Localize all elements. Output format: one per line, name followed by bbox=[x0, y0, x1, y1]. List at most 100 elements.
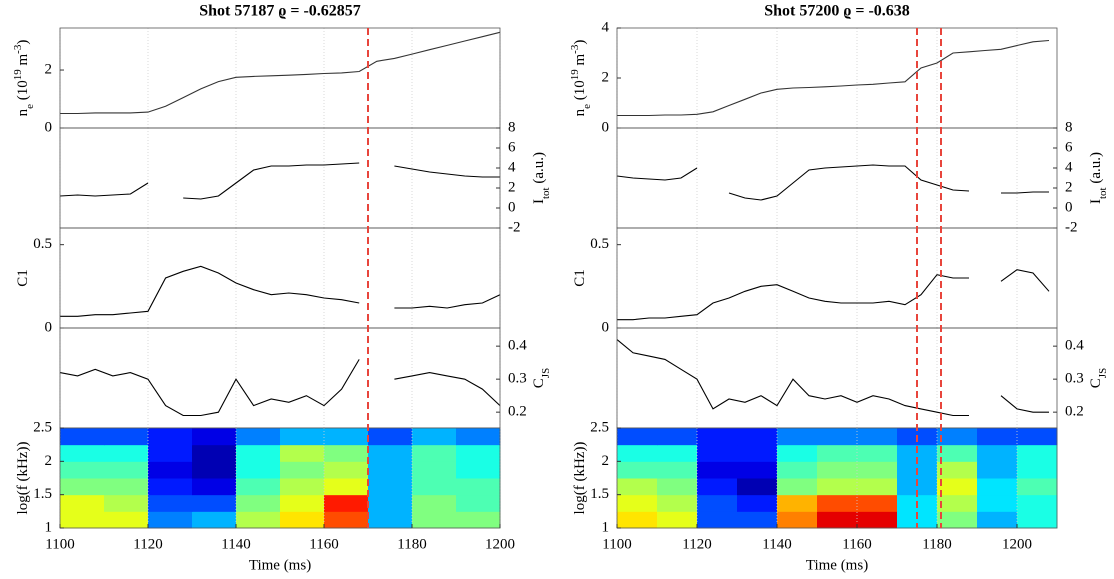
heatmap-cell bbox=[192, 494, 237, 512]
heatmap-cell bbox=[60, 444, 105, 462]
heatmap-cell bbox=[368, 444, 413, 462]
heatmap-cell bbox=[412, 494, 457, 512]
heatmap-cell bbox=[368, 478, 413, 496]
heatmap-cell bbox=[104, 444, 149, 462]
y-axis-label-part: C1 bbox=[15, 269, 31, 287]
y-axis-label-part: n bbox=[572, 108, 588, 116]
heatmap-cell bbox=[897, 444, 938, 462]
heatmap-cell bbox=[817, 494, 858, 512]
y-axis-label-part: C bbox=[1088, 378, 1104, 388]
y-axis-label-part: I bbox=[531, 199, 547, 204]
y-tick-label: 2 bbox=[45, 61, 53, 77]
heatmap-cell bbox=[817, 461, 858, 479]
heatmap-cell bbox=[857, 511, 898, 529]
heatmap-cell bbox=[324, 461, 369, 479]
heatmap-cell bbox=[368, 461, 413, 479]
y-tick-label: 6 bbox=[1065, 139, 1073, 155]
y-tick-label: 2.5 bbox=[33, 419, 52, 435]
x-axis-label: Time (ms) bbox=[806, 557, 868, 573]
y-axis-label-part: (10 bbox=[572, 80, 588, 104]
heatmap-cell bbox=[937, 511, 978, 529]
heatmap-cell bbox=[60, 511, 105, 529]
heatmap-cell bbox=[737, 511, 778, 529]
heatmap-cell bbox=[657, 511, 698, 529]
heatmap-cell bbox=[192, 511, 237, 529]
y-axis-label: Itot (a.u.) bbox=[1088, 152, 1108, 204]
heatmap-cell bbox=[1017, 444, 1058, 462]
heatmap-cell bbox=[737, 428, 778, 446]
y-axis-label: CJS bbox=[1088, 368, 1108, 388]
y-axis-label-part: C1 bbox=[572, 269, 588, 287]
heatmap-cell bbox=[280, 444, 325, 462]
heatmap-cell bbox=[104, 478, 149, 496]
heatmap-cell bbox=[236, 478, 281, 496]
y-tick-label: 4 bbox=[602, 19, 610, 35]
heatmap-cell bbox=[817, 511, 858, 529]
y-tick-label: 2 bbox=[1065, 179, 1073, 195]
heatmap-cell bbox=[777, 444, 818, 462]
heatmap-cell bbox=[60, 494, 105, 512]
y-tick-label: 0 bbox=[45, 319, 53, 335]
y-axis-label: ne (1019 m-3) bbox=[12, 40, 36, 117]
heatmap-cell bbox=[657, 494, 698, 512]
heatmap-cell bbox=[280, 511, 325, 529]
y-axis-label-part: -3 bbox=[12, 44, 24, 54]
heatmap-cell bbox=[192, 428, 237, 446]
x-tick-label: 1160 bbox=[842, 536, 871, 552]
y-axis-label-part: (a.u.) bbox=[1088, 152, 1104, 187]
x-tick-label: 1120 bbox=[682, 536, 711, 552]
heatmap-cell bbox=[148, 478, 193, 496]
y-tick-label: 0.5 bbox=[590, 236, 609, 252]
y-tick-label: 0 bbox=[602, 319, 610, 335]
heatmap-cell bbox=[324, 444, 369, 462]
heatmap-cell bbox=[368, 428, 413, 446]
heatmap-cell bbox=[1017, 428, 1058, 446]
y-axis-label-part: -3 bbox=[569, 44, 581, 54]
panel-frame bbox=[59, 127, 501, 229]
y-axis-label-part: (10 bbox=[15, 80, 31, 104]
heatmap-cell bbox=[817, 478, 858, 496]
y-axis-label-part: C bbox=[531, 378, 547, 388]
panel-frame bbox=[616, 227, 1058, 329]
y-axis-label-part: 19 bbox=[12, 69, 24, 81]
y-axis-label-part: log(f (kHz)) bbox=[572, 442, 588, 515]
heatmap-cell bbox=[697, 444, 738, 462]
y-axis-label: ne (1019 m-3) bbox=[569, 40, 593, 117]
heatmap-cell bbox=[617, 461, 658, 479]
y-tick-label: 2 bbox=[602, 69, 610, 85]
y-axis-label-part: tot bbox=[540, 187, 552, 199]
heatmap-cell bbox=[857, 478, 898, 496]
heatmap-cell bbox=[657, 478, 698, 496]
heatmap-cell bbox=[977, 478, 1018, 496]
heatmap-cell bbox=[777, 478, 818, 496]
heatmap-cell bbox=[148, 444, 193, 462]
x-tick-label: 1100 bbox=[45, 536, 74, 552]
y-tick-label: 4 bbox=[1065, 159, 1073, 175]
heatmap-cell bbox=[977, 511, 1018, 529]
y-tick-label: 2 bbox=[508, 179, 516, 195]
panel-frame bbox=[59, 427, 501, 529]
heatmap-cell bbox=[777, 511, 818, 529]
heatmap-cell bbox=[280, 461, 325, 479]
heatmap-cell bbox=[857, 428, 898, 446]
y-axis-label-part: e bbox=[581, 104, 593, 109]
y-axis-label-part: e bbox=[24, 104, 36, 109]
y-axis-label-part: JS bbox=[1097, 368, 1109, 378]
y-axis-label: Itot (a.u.) bbox=[531, 152, 551, 204]
series-line bbox=[60, 265, 501, 317]
series-line bbox=[59, 162, 500, 200]
heatmap-cell bbox=[817, 428, 858, 446]
heatmap-cell bbox=[236, 428, 281, 446]
heatmap-cell bbox=[1017, 511, 1058, 529]
y-axis-label: C1 bbox=[572, 269, 588, 287]
heatmap-cell bbox=[737, 478, 778, 496]
y-tick-label: 6 bbox=[508, 139, 516, 155]
heatmap-cell bbox=[697, 511, 738, 529]
panel-frame bbox=[616, 427, 1058, 529]
y-tick-label: 0 bbox=[602, 119, 610, 135]
heatmap-cell bbox=[777, 428, 818, 446]
heatmap-cell bbox=[456, 478, 501, 496]
heatmap-cell bbox=[192, 444, 237, 462]
y-axis-label-part: JS bbox=[540, 368, 552, 378]
y-axis-label-part: n bbox=[15, 108, 31, 116]
